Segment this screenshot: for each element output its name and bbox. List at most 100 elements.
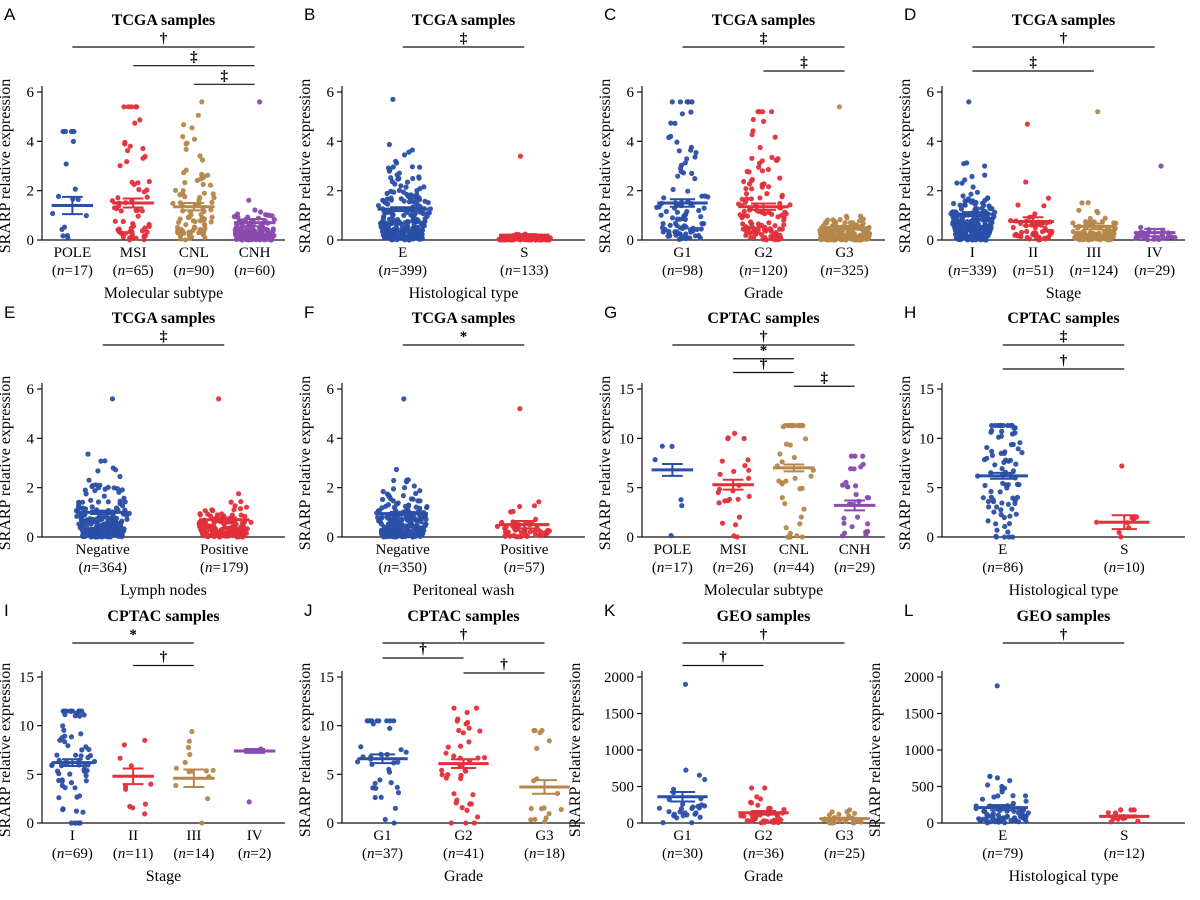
data-point [672,120,678,126]
x-tick-label: MSI [720,542,747,558]
data-point [740,226,746,232]
data-point [236,528,242,534]
group-count-label: (n=60) [234,263,275,279]
group-III [173,728,216,826]
data-point [836,104,843,110]
data-point [1004,485,1010,491]
group-count-label: (n=124) [1070,263,1118,279]
data-point [782,209,788,215]
data-point [856,237,862,243]
data-point [767,805,773,812]
significance-label: ‡ [460,31,468,47]
data-point [768,228,774,234]
data-point [240,224,246,230]
data-point [83,213,89,219]
data-point [240,231,246,237]
data-point [1032,211,1038,217]
data-point [669,215,676,221]
data-point [124,159,130,165]
data-point [988,819,994,825]
group-MSI [712,430,754,540]
data-point [974,223,980,229]
data-point [1107,230,1113,236]
data-point [680,225,686,231]
data-point [372,780,378,787]
y-tick-label: 6 [27,382,35,398]
data-point [186,738,192,744]
group-E [973,683,1031,826]
data-point [182,237,188,243]
data-point [755,225,762,231]
data-point [798,514,804,520]
data-point [995,793,1001,799]
data-point [73,808,79,814]
data-point [398,183,404,189]
data-point [189,728,195,735]
data-point [1070,229,1076,235]
group-count-label: (n=364) [79,560,127,576]
data-point [779,194,785,200]
data-point [1013,461,1019,467]
group-count-label: (n=12) [1104,846,1145,862]
data-point [389,228,395,234]
data-point [1087,215,1093,222]
data-point [726,496,733,502]
data-point [464,709,470,716]
data-point [779,495,785,501]
data-point [672,220,679,226]
x-tick-label: Positive [500,542,549,558]
data-point [668,533,674,539]
data-point [187,751,193,758]
data-point [755,221,762,227]
data-point [769,109,775,115]
data-point [982,163,988,169]
data-point [1091,234,1097,240]
data-point [387,519,393,525]
data-point [244,526,250,532]
data-point [970,184,976,190]
data-point [715,489,721,496]
data-point [688,147,694,153]
data-point [722,498,728,504]
x-axis-label: Histological type [1009,582,1119,599]
data-point [380,496,386,503]
data-point [397,230,403,236]
panel-letter: F [304,303,314,322]
data-point [735,496,741,502]
data-point [761,118,767,124]
data-point [987,773,993,779]
data-point [546,236,552,242]
data-point [173,782,179,789]
data-point [759,231,765,238]
data-point [57,737,63,743]
data-point [757,144,763,151]
data-point [760,236,766,242]
data-point [671,811,678,817]
data-point [668,120,674,126]
data-point [749,155,755,161]
data-point [536,499,542,505]
data-point [1015,233,1021,239]
data-point [1010,793,1016,799]
data-point [427,206,433,212]
group-G1 [654,99,711,242]
data-point [990,813,996,819]
y-tick-label: 2 [327,481,335,497]
data-point [116,489,122,495]
x-tick-label: Negative [376,542,430,558]
data-point [772,232,779,238]
significance-label: † [1060,627,1068,643]
data-point [207,182,214,188]
data-point [64,233,70,239]
data-point [199,99,205,105]
data-point [987,227,993,233]
data-point [146,178,152,185]
data-point [197,218,203,224]
data-point [116,229,122,235]
y-tick-label: 4 [627,134,635,150]
data-point [186,232,192,238]
data-point [394,533,400,540]
data-point [107,534,113,540]
data-point [554,790,561,797]
data-point [80,809,86,815]
